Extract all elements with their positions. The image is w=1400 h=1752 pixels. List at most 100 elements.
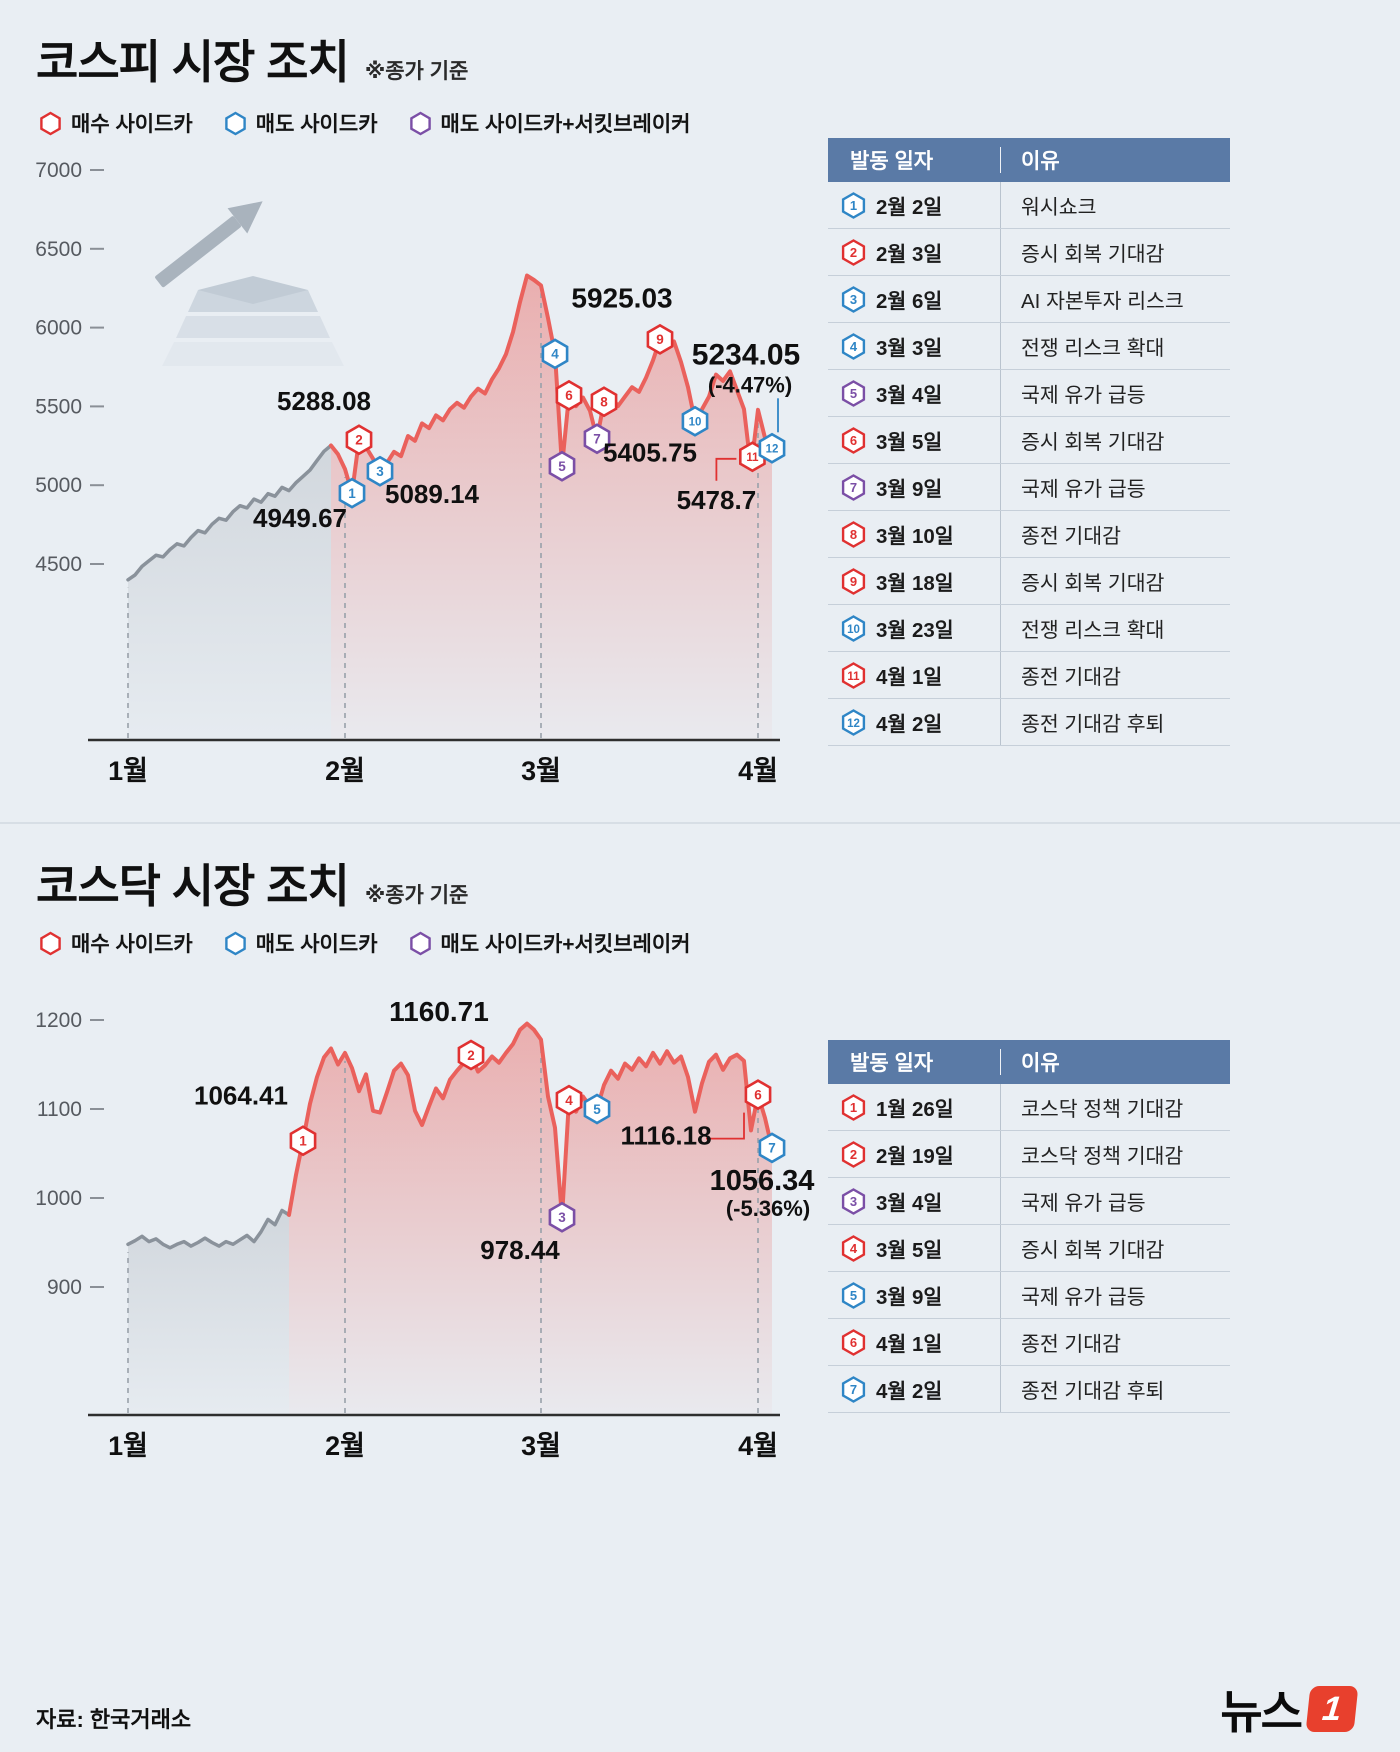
table-row: 2 2월 19일 코스닥 정책 기대감 (828, 1131, 1230, 1178)
legend-label: 매수 사이드카 (71, 113, 193, 136)
event-marker-number: 9 (656, 332, 664, 347)
table-row: 1 2월 2일 워시쇼크 (828, 182, 1230, 229)
trigger-date-cell: 5 3월 9일 (828, 1272, 1000, 1318)
svg-text:11: 11 (847, 671, 860, 683)
trigger-reason: 전쟁 리스크 확대 (1000, 605, 1230, 651)
event-marker-hexagon (457, 1039, 485, 1071)
svg-text:6: 6 (850, 433, 857, 448)
svg-text:7: 7 (850, 480, 857, 495)
trigger-reason: 증시 회복 기대감 (1000, 1225, 1230, 1271)
y-tick-label: 900 (47, 1276, 82, 1299)
svg-text:1: 1 (850, 1100, 857, 1115)
value-label: 5234.05 (692, 338, 800, 371)
svg-text:9: 9 (850, 574, 857, 589)
trigger-reason: 종전 기대감 (1000, 1319, 1230, 1365)
trigger-date-cell: 6 4월 1일 (828, 1319, 1000, 1365)
trigger-date-cell: 2 2월 19일 (828, 1131, 1000, 1177)
event-marker-hexagon (366, 455, 394, 487)
event-marker-hexagon (590, 386, 618, 418)
event-marker-number: 2 (467, 1048, 475, 1063)
event-marker-hexagon (345, 424, 373, 456)
event-number-icon: 3 (841, 1187, 866, 1215)
table-header-reason: 이유 (1000, 1048, 1230, 1076)
y-tick-label: 1000 (35, 1187, 82, 1210)
x-month-label: 4월 (738, 1431, 778, 1461)
svg-text:7: 7 (850, 1382, 857, 1397)
trigger-date-cell: 6 3월 5일 (828, 417, 1000, 463)
event-marker-number: 3 (558, 1210, 566, 1225)
trigger-date-cell: 3 2월 6일 (828, 276, 1000, 322)
cb-hexagon-icon (409, 111, 431, 135)
trigger-date-cell: 4 3월 3일 (828, 323, 1000, 369)
trigger-date: 4월 2일 (876, 1380, 943, 1403)
event-marker-hexagon (548, 450, 576, 482)
x-month-label: 4월 (738, 756, 778, 786)
sell-hexagon-icon (224, 111, 246, 135)
table-row: 6 4월 1일 종전 기대감 (828, 1319, 1230, 1366)
trigger-date: 4월 1일 (876, 666, 943, 689)
value-label: 1116.18 (620, 1121, 711, 1151)
svg-text:5: 5 (850, 386, 857, 401)
trigger-date: 2월 2일 (876, 196, 943, 219)
svg-text:5: 5 (850, 1288, 857, 1303)
event-marker-number: 1 (299, 1133, 307, 1148)
event-number-icon: 2 (841, 238, 866, 266)
trigger-reason: 증시 회복 기대감 (1000, 417, 1230, 463)
trigger-reason: 종전 기대감 후퇴 (1000, 699, 1230, 745)
trigger-reason: 국제 유가 급등 (1000, 370, 1230, 416)
table-header-reason: 이유 (1000, 146, 1230, 174)
event-number-icon: 7 (841, 1375, 866, 1403)
trigger-reason: 국제 유가 급등 (1000, 1272, 1230, 1318)
trigger-date: 3월 18일 (876, 572, 954, 595)
event-number-icon: 1 (841, 191, 866, 219)
svg-text:4: 4 (850, 1241, 858, 1256)
trigger-reason: 종전 기대감 (1000, 511, 1230, 557)
trigger-reason: 워시쇼크 (1000, 182, 1230, 228)
event-marker-number: 10 (689, 416, 702, 428)
table-row: 4 3월 3일 전쟁 리스크 확대 (828, 323, 1230, 370)
podium-mid (176, 316, 330, 338)
table-row: 3 2월 6일 AI 자본투자 리스크 (828, 276, 1230, 323)
event-marker-number: 7 (768, 1141, 776, 1156)
legend-label: 매도 사이드카+서킷브레이커 (440, 933, 691, 956)
source-credit: 자료: 한국거래소 (36, 1707, 192, 1732)
kosdaq-title: 코스닥 시장 조치 (36, 860, 350, 912)
kospi-legend: 매수 사이드카 매도 사이드카 매도 사이드카+서킷브레이커 (38, 108, 690, 138)
event-marker-number: 8 (600, 394, 608, 409)
trigger-date: 4월 1일 (876, 1333, 943, 1356)
event-marker-number: 2 (355, 433, 363, 448)
event-marker-hexagon (555, 379, 583, 411)
kosdaq-line-pre (126, 1208, 291, 1250)
trigger-date: 3월 9일 (876, 478, 943, 501)
trigger-date-cell: 5 3월 4일 (828, 370, 1000, 416)
event-marker-hexagon (758, 1132, 786, 1164)
event-marker-hexagon (555, 1084, 583, 1116)
legend-item-buy: 매수 사이드카 (38, 928, 193, 958)
trigger-date: 3월 5일 (876, 431, 943, 454)
svg-text:2: 2 (850, 1147, 857, 1162)
kosdaq-line-post (287, 1021, 774, 1220)
section-divider (0, 822, 1400, 824)
svg-text:4: 4 (850, 339, 858, 354)
event-marker-number: 6 (754, 1087, 762, 1102)
event-number-icon: 5 (841, 1281, 866, 1309)
event-number-icon: 6 (841, 426, 866, 454)
trigger-date-cell: 12 4월 2일 (828, 699, 1000, 745)
value-label: 978.44 (480, 1235, 560, 1265)
trigger-date: 2월 6일 (876, 290, 943, 313)
area-fill (128, 1210, 289, 1415)
kospi-table: 발동 일자 이유 1 2월 2일 워시쇼크 2 2월 3일 증시 회복 기대감 3 2월 6일… (828, 138, 1230, 746)
news1-logo: 뉴스 1 (1220, 1676, 1359, 1742)
y-tick-label: 1200 (35, 1009, 82, 1032)
trigger-date-cell: 7 3월 9일 (828, 464, 1000, 510)
trigger-date-cell: 3 3월 4일 (828, 1178, 1000, 1224)
value-label: 5089.14 (385, 479, 480, 509)
table-row: 7 3월 9일 국제 유가 급등 (828, 464, 1230, 511)
area-fill (331, 275, 772, 740)
table-header-date: 발동 일자 (850, 150, 934, 173)
trigger-date: 3월 3일 (876, 337, 943, 360)
trigger-reason: 국제 유가 급등 (1000, 464, 1230, 510)
event-marker-hexagon (744, 1079, 772, 1111)
event-number-icon: 12 (841, 708, 866, 736)
event-number-icon: 9 (841, 567, 866, 595)
